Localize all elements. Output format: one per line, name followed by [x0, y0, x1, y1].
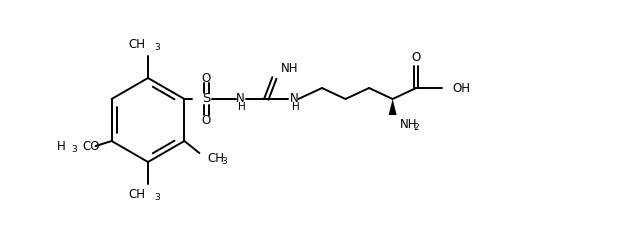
- Polygon shape: [388, 99, 397, 115]
- Text: O: O: [202, 71, 211, 84]
- Text: 3: 3: [72, 145, 77, 154]
- Text: O: O: [202, 113, 211, 127]
- Text: 2: 2: [413, 123, 419, 133]
- Text: 3: 3: [154, 192, 160, 202]
- Text: CH: CH: [128, 38, 145, 52]
- Text: H: H: [239, 102, 246, 112]
- Text: S: S: [202, 92, 211, 106]
- Text: NH: NH: [399, 119, 417, 131]
- Text: H: H: [57, 139, 66, 152]
- Text: CO: CO: [83, 139, 100, 152]
- Text: CH: CH: [207, 151, 225, 165]
- Text: NH: NH: [282, 61, 299, 75]
- Text: H: H: [292, 102, 300, 112]
- Text: O: O: [412, 51, 421, 63]
- Text: 3: 3: [221, 157, 227, 166]
- Text: N: N: [236, 91, 244, 105]
- Text: N: N: [290, 91, 299, 105]
- Text: CH: CH: [128, 188, 145, 201]
- Text: 3: 3: [154, 44, 160, 53]
- Text: OH: OH: [452, 82, 470, 95]
